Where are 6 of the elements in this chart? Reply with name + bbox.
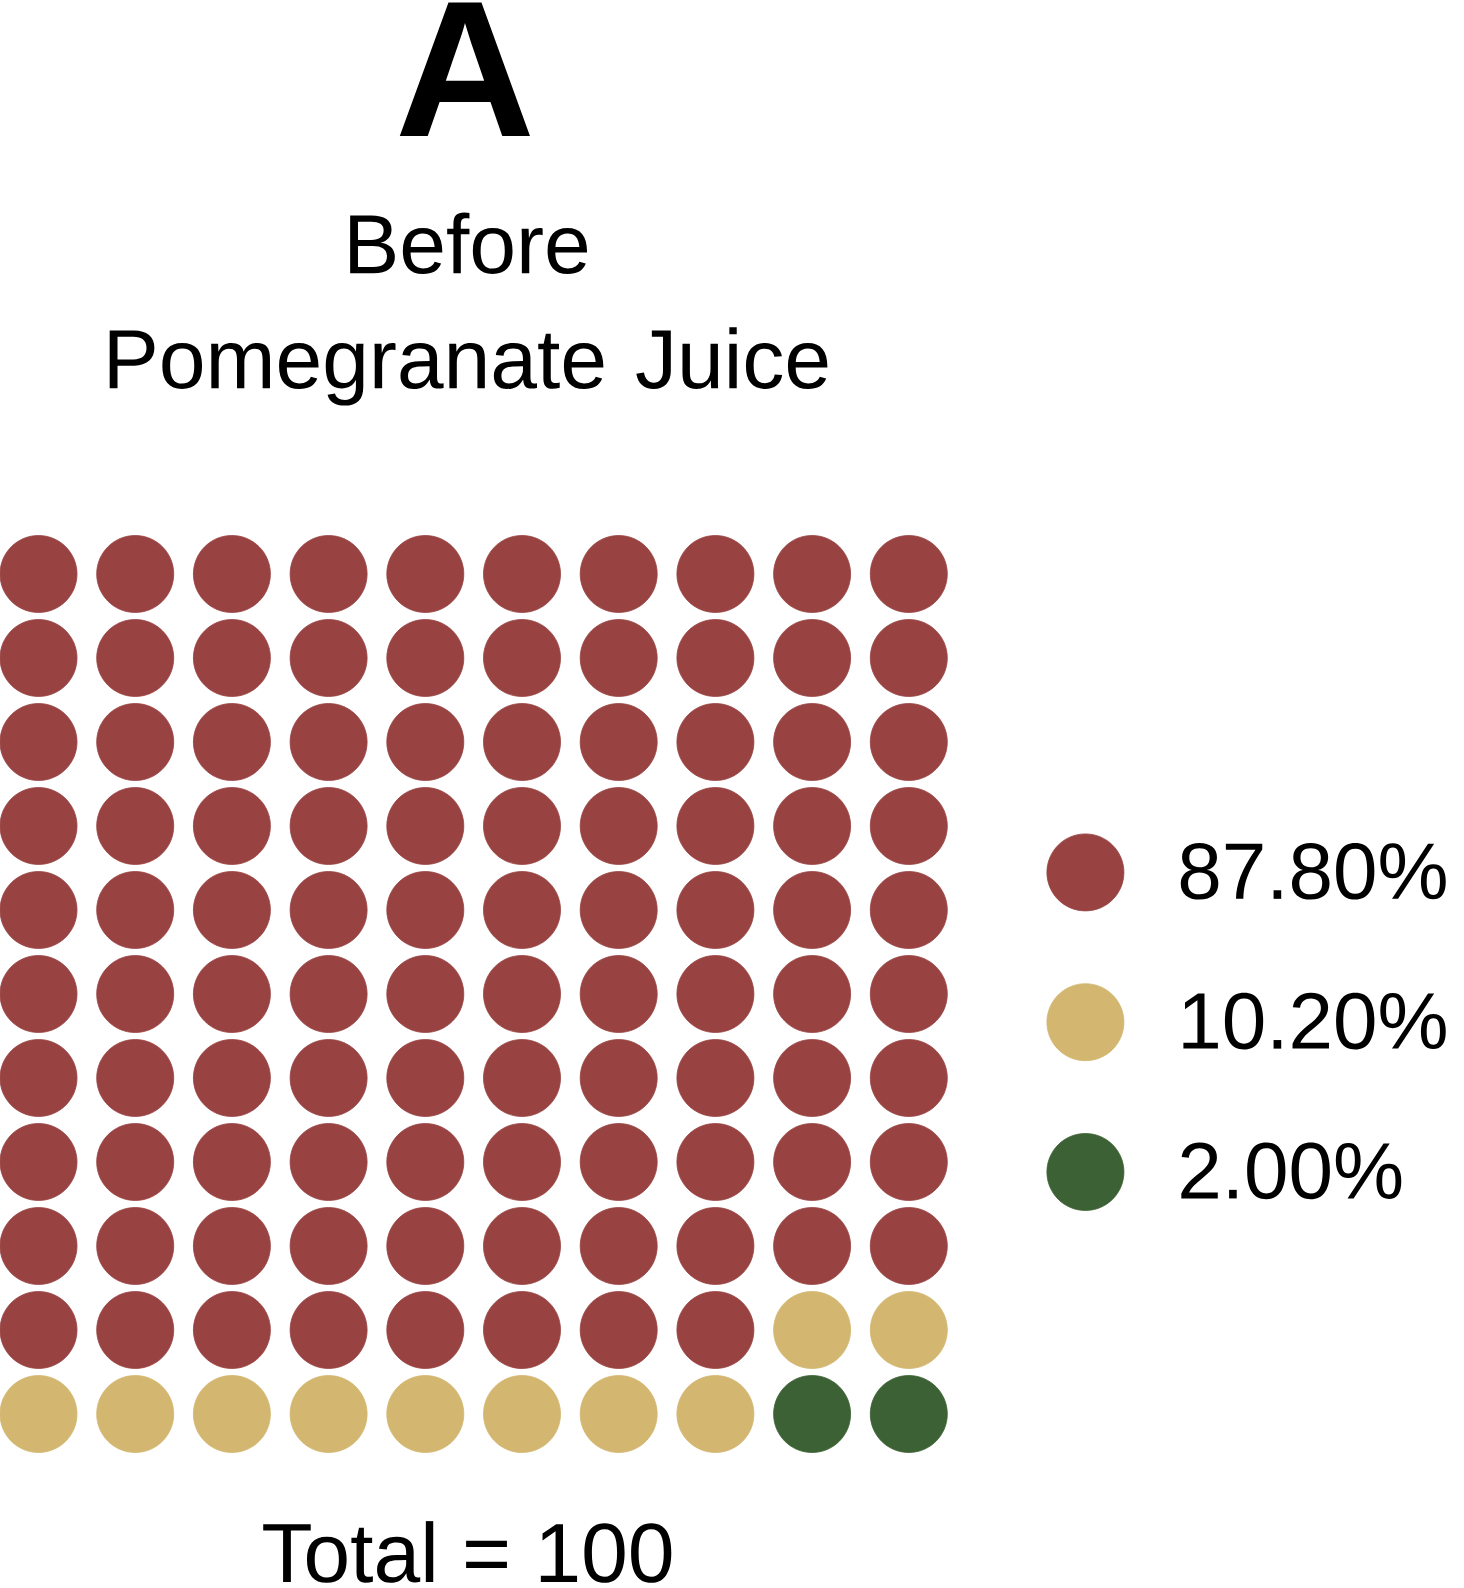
text: Before Pomegranate Juice (109, 212, 828, 406)
text: A (399, 2, 530, 136)
data-label: 10.20% (1183, 992, 1446, 1050)
data-label: 2.00% (1181, 1142, 1402, 1200)
data-label: 87.80% (1180, 842, 1446, 900)
text: Total = 100 (263, 1521, 672, 1583)
